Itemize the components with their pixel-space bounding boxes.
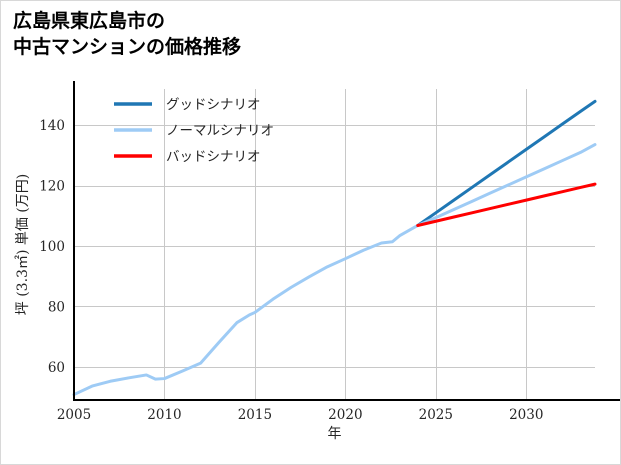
y-axis-tick-labels: 60 80 100 120 140 <box>39 118 65 376</box>
axis-spines <box>72 81 620 402</box>
legend-label-1: グッドシナリオ <box>166 97 261 113</box>
y-tick-label: 60 <box>48 360 65 376</box>
page-title: 広島県東広島市の 中古マンションの価格推移 <box>13 11 242 58</box>
y-tick-label: 120 <box>39 179 65 195</box>
y-axis-title: 坪 (3.3㎡) 単価 (万円) <box>15 174 31 315</box>
x-axis-title: 年 <box>328 426 342 442</box>
gridlines <box>74 89 595 400</box>
legend-label-3: バッドシナリオ <box>166 149 261 165</box>
x-tick-label: 2010 <box>147 407 181 423</box>
y-tick-label: 140 <box>39 118 65 134</box>
x-tick-label: 2030 <box>509 407 543 423</box>
y-tick-label: 80 <box>48 299 65 315</box>
series-lines <box>72 99 597 397</box>
series-line-2 <box>72 143 597 397</box>
axis-titles: 年 坪 (3.3㎡) 単価 (万円) <box>15 174 342 442</box>
legend-label-2: ノーマルシナリオ <box>166 123 274 139</box>
x-tick-label: 2025 <box>419 407 453 423</box>
x-tick-label: 2015 <box>238 407 272 423</box>
x-axis-tick-labels: 2005 2010 2015 2020 2025 2030 <box>57 407 544 423</box>
x-tick-label: 2005 <box>57 407 91 423</box>
y-tick-label: 100 <box>39 239 65 255</box>
series-line-1 <box>416 99 597 227</box>
series-line-3 <box>416 182 597 227</box>
x-tick-label: 2020 <box>328 407 362 423</box>
